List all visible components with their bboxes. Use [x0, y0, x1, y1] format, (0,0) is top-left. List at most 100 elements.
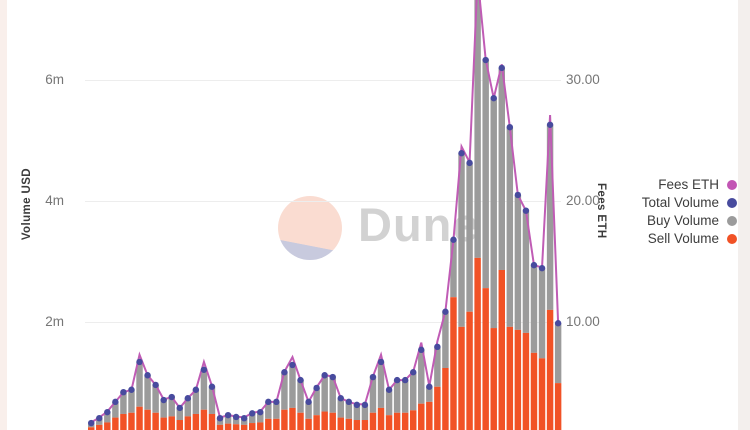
sell-volume-bar	[369, 412, 377, 430]
total-volume-dot	[353, 401, 361, 409]
total-volume-dot	[208, 383, 216, 390]
sell-volume-bar	[289, 407, 296, 430]
sell-volume-bar	[265, 418, 272, 430]
sell-volume-bar	[249, 423, 256, 430]
sell-volume-bar	[208, 413, 216, 430]
sell-volume-bar	[458, 326, 465, 430]
buy-volume-bar	[281, 372, 288, 410]
buy-volume-bar	[353, 404, 361, 421]
buy-volume-bar	[385, 389, 393, 416]
sell-volume-bar	[273, 418, 280, 430]
buy-volume-bar	[144, 375, 151, 410]
total-volume-dot	[434, 343, 441, 351]
total-volume-dot	[522, 207, 530, 214]
total-volume-dot	[426, 383, 433, 390]
total-volume-dot	[232, 413, 240, 421]
total-volume-dot	[329, 373, 336, 381]
buy-volume-bar	[257, 412, 264, 423]
total-volume-dot	[506, 123, 514, 131]
total-volume-dot	[345, 398, 353, 406]
sell-volume-bar	[418, 403, 425, 430]
buy-volume-bar	[265, 401, 272, 419]
y-axis-right-title: Fees ETH	[595, 183, 607, 239]
y-right-tick-30.00: 30.00	[566, 72, 600, 87]
legend-item-total-volume[interactable]: Total Volume	[642, 195, 737, 210]
total-volume-dot	[136, 358, 143, 366]
total-volume-dot	[401, 376, 409, 384]
sell-volume-bar	[482, 288, 489, 430]
legend-marker-icon	[727, 197, 737, 208]
total-volume-dot	[96, 414, 103, 422]
sell-volume-bar	[112, 417, 119, 430]
buy-volume-bar	[152, 384, 159, 413]
buy-volume-bar	[458, 153, 465, 327]
total-volume-dot	[152, 381, 159, 389]
sell-volume-bar	[401, 412, 409, 430]
y-right-tick-20.00: 20.00	[566, 193, 600, 208]
total-volume-dot	[240, 414, 248, 422]
buy-volume-bar	[506, 127, 514, 327]
total-volume-dot	[120, 388, 127, 396]
buy-volume-bar	[522, 210, 530, 333]
sell-volume-bar	[530, 352, 538, 430]
sell-volume-bar	[410, 410, 417, 430]
sell-volume-bar	[240, 424, 248, 430]
sell-volume-bar	[377, 407, 385, 430]
buy-volume-bar	[176, 407, 183, 421]
buy-volume-bar	[426, 386, 433, 402]
total-volume-dot	[112, 398, 119, 406]
buy-volume-bar	[401, 380, 409, 413]
buy-volume-bar	[232, 416, 240, 425]
sell-volume-bar	[96, 424, 103, 430]
buy-volume-bar	[168, 397, 175, 417]
buy-volume-bar	[120, 392, 127, 414]
sell-volume-bar	[200, 409, 208, 430]
total-volume-dot	[337, 395, 344, 402]
chart-legend: Fees ETH Total Volume Buy Volume Sell Volum…	[642, 177, 737, 246]
total-volume-dot	[160, 396, 167, 404]
total-volume-dot	[192, 386, 200, 393]
sell-volume-bar	[498, 269, 505, 430]
buy-volume-bar	[224, 415, 232, 424]
total-volume-dot	[257, 408, 264, 416]
buy-volume-bar	[514, 194, 522, 330]
sell-volume-bar	[506, 326, 514, 430]
total-volume-dot	[104, 408, 111, 416]
total-volume-dot	[385, 386, 393, 393]
sell-volume-bar	[192, 413, 200, 430]
sell-volume-bar	[546, 309, 554, 430]
sell-volume-bar	[337, 417, 344, 430]
buy-volume-bar	[96, 418, 103, 425]
buy-volume-bar	[450, 239, 457, 298]
buy-volume-bar	[321, 375, 328, 412]
legend-item-buy-volume[interactable]: Buy Volume	[642, 213, 737, 228]
total-volume-dot	[554, 320, 562, 327]
total-volume-dot	[361, 401, 369, 409]
sell-volume-bar	[426, 401, 433, 430]
sell-volume-bar	[554, 383, 562, 430]
sell-volume-bar	[305, 418, 312, 430]
buy-volume-bar	[393, 380, 401, 413]
y-left-tick-4m: 4m	[45, 193, 64, 208]
buy-volume-bar	[249, 413, 256, 424]
legend-item-fees-eth[interactable]: Fees ETH	[642, 177, 737, 192]
sell-volume-bar	[361, 420, 369, 430]
buy-volume-bar	[498, 67, 505, 270]
sell-volume-bar	[450, 297, 457, 430]
sell-volume-bar	[442, 367, 449, 430]
buy-volume-bar	[329, 377, 336, 413]
legend-label-sell-volume: Sell Volume	[647, 231, 719, 246]
y-left-tick-2m: 2m	[45, 314, 64, 329]
total-volume-dot	[482, 56, 489, 64]
dune-logo-icon	[278, 196, 342, 260]
sell-volume-bar	[297, 412, 304, 430]
legend-item-sell-volume[interactable]: Sell Volume	[642, 231, 737, 246]
sell-volume-bar	[434, 386, 441, 430]
sell-volume-bar	[490, 328, 497, 430]
buy-volume-bar	[104, 412, 111, 423]
sell-volume-bar	[257, 422, 264, 430]
buy-volume-bar	[418, 349, 425, 404]
sell-volume-bar	[522, 332, 530, 430]
sell-volume-bar	[329, 412, 336, 430]
buy-volume-bar	[136, 361, 143, 407]
